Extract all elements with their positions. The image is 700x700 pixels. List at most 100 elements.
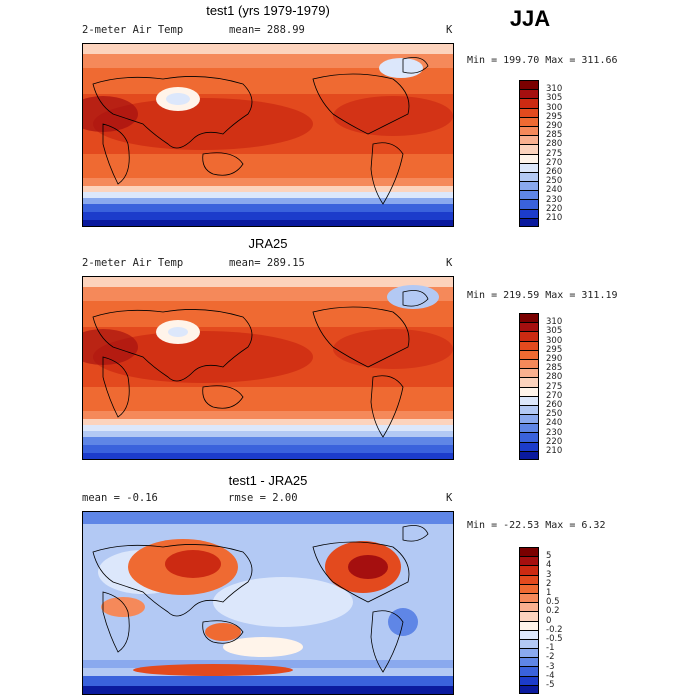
colorbar-tick-label: 275 bbox=[546, 381, 563, 392]
colorbar-swatch bbox=[519, 386, 539, 396]
colorbar-swatch bbox=[519, 368, 539, 378]
colorbar-swatch bbox=[519, 331, 539, 341]
colorbar-tick-label: 250 bbox=[546, 409, 563, 420]
colorbar-swatch bbox=[519, 135, 539, 145]
colorbar-tick-label: 5 bbox=[546, 551, 552, 562]
panel-1-units: K bbox=[446, 24, 453, 36]
colorbar-tick-label: 0 bbox=[546, 615, 552, 626]
colorbar-tick-label: 0.2 bbox=[546, 606, 560, 617]
colorbar-swatch bbox=[519, 592, 539, 603]
colorbar-swatch bbox=[519, 638, 539, 649]
colorbar-swatch bbox=[519, 190, 539, 200]
colorbar-swatch bbox=[519, 181, 539, 191]
colorbar-swatch bbox=[519, 340, 539, 350]
colorbar-tick-label: -5 bbox=[546, 680, 555, 690]
colorbar-swatch bbox=[519, 80, 539, 90]
colorbar-tick-label: 310 bbox=[546, 84, 563, 95]
colorbar-tick-label: 295 bbox=[546, 111, 563, 122]
colorbar-swatch bbox=[519, 107, 539, 117]
panel-3-map bbox=[82, 511, 454, 695]
colorbar-swatch bbox=[519, 144, 539, 154]
colorbar-swatch bbox=[519, 395, 539, 405]
colorbar-swatch bbox=[519, 208, 539, 218]
colorbar-tick-label: 260 bbox=[546, 167, 563, 177]
colorbar-tick-label: -4 bbox=[546, 670, 555, 681]
colorbar-tick-label: 230 bbox=[546, 194, 563, 205]
colorbar-swatch bbox=[519, 657, 539, 667]
colorbar-swatch bbox=[519, 423, 539, 433]
colorbar-tick-label: 220 bbox=[546, 436, 563, 447]
colorbar-swatch bbox=[519, 116, 539, 126]
colorbar-swatch bbox=[519, 349, 539, 359]
panel-2-mean-text: mean= 289.15 bbox=[229, 257, 305, 269]
colorbar-swatch bbox=[519, 450, 539, 460]
colorbar-swatch bbox=[519, 629, 539, 639]
colorbar-swatch bbox=[519, 441, 539, 451]
panel-2-units: K bbox=[446, 257, 453, 269]
panel-3-rmse-text: rmse = 2.00 bbox=[228, 492, 298, 504]
panel-1-mean-text: mean= 288.99 bbox=[229, 24, 305, 36]
colorbar-swatch bbox=[519, 313, 539, 323]
panel-3-mean-text: mean = -0.16 bbox=[82, 492, 158, 504]
panel-3-minmax: Min = -22.53 Max = 6.32 bbox=[467, 520, 606, 531]
colorbar-tick-label: -0.5 bbox=[546, 634, 563, 644]
colorbar-swatch bbox=[519, 547, 539, 557]
colorbar-swatch bbox=[519, 98, 539, 108]
colorbar-tick-label: 210 bbox=[546, 446, 563, 456]
panel-1-map bbox=[82, 43, 454, 227]
panel-3-units: K bbox=[446, 492, 453, 504]
colorbar-swatch bbox=[519, 611, 539, 621]
colorbar-tick-label: 270 bbox=[546, 157, 563, 168]
colorbar-swatch bbox=[519, 583, 539, 593]
colorbar-swatch bbox=[519, 89, 539, 99]
colorbar-swatch bbox=[519, 322, 539, 332]
panel-3-title: test1 - JRA25 bbox=[228, 473, 308, 488]
panel-2-variable-label: 2-meter Air Temp bbox=[82, 257, 184, 269]
colorbar-tick-label: 2 bbox=[546, 578, 552, 589]
colorbar-swatch bbox=[519, 684, 539, 694]
colorbar-swatch bbox=[519, 377, 539, 387]
panel-2-minmax: Min = 219.59 Max = 311.19 bbox=[467, 290, 618, 301]
colorbar-tick-label: 290 bbox=[546, 354, 563, 364]
colorbar-swatch bbox=[519, 648, 539, 658]
panel-3-map-field bbox=[83, 512, 453, 694]
colorbar-tick-label: 305 bbox=[546, 326, 563, 337]
panel-1-variable-label: 2-meter Air Temp bbox=[82, 24, 184, 36]
colorbar-tick-label: 280 bbox=[546, 139, 563, 150]
panel-1-colorbar bbox=[519, 80, 539, 227]
panel-2-map bbox=[82, 276, 454, 460]
colorbar-swatch bbox=[519, 414, 539, 424]
panel-3-colorbar bbox=[519, 547, 539, 694]
colorbar-swatch bbox=[519, 620, 539, 630]
colorbar-swatch bbox=[519, 432, 539, 442]
colorbar-tick-label: 3 bbox=[546, 569, 552, 580]
colorbar-tick-label: 4 bbox=[546, 560, 552, 571]
colorbar-swatch bbox=[519, 666, 539, 676]
colorbar-tick-label: 240 bbox=[546, 185, 563, 196]
colorbar-tick-label: 270 bbox=[546, 390, 563, 401]
colorbar-tick-label: -0.2 bbox=[546, 624, 563, 635]
colorbar-tick-label: 1 bbox=[546, 588, 552, 598]
colorbar-tick-label: -1 bbox=[546, 643, 555, 654]
colorbar-swatch bbox=[519, 602, 539, 612]
colorbar-tick-label: 300 bbox=[546, 335, 563, 346]
colorbar-tick-label: 0.5 bbox=[546, 597, 560, 608]
colorbar-swatch bbox=[519, 162, 539, 172]
panel-2-map-field bbox=[83, 277, 453, 459]
colorbar-tick-label: 305 bbox=[546, 93, 563, 104]
colorbar-tick-label: -2 bbox=[546, 652, 555, 663]
colorbar-tick-label: 250 bbox=[546, 176, 563, 187]
colorbar-tick-label: 285 bbox=[546, 363, 563, 374]
colorbar-tick-label: 280 bbox=[546, 372, 563, 383]
colorbar-swatch bbox=[519, 404, 539, 415]
colorbar-tick-label: 310 bbox=[546, 317, 563, 328]
colorbar-tick-label: 275 bbox=[546, 148, 563, 159]
colorbar-tick-label: 240 bbox=[546, 418, 563, 429]
colorbar-tick-label: 295 bbox=[546, 344, 563, 355]
colorbar-tick-label: -3 bbox=[546, 661, 555, 672]
colorbar-swatch bbox=[519, 125, 539, 136]
colorbar-swatch bbox=[519, 574, 539, 584]
colorbar-swatch bbox=[519, 675, 539, 685]
colorbar-tick-label: 285 bbox=[546, 130, 563, 141]
colorbar-tick-label: 300 bbox=[546, 102, 563, 113]
